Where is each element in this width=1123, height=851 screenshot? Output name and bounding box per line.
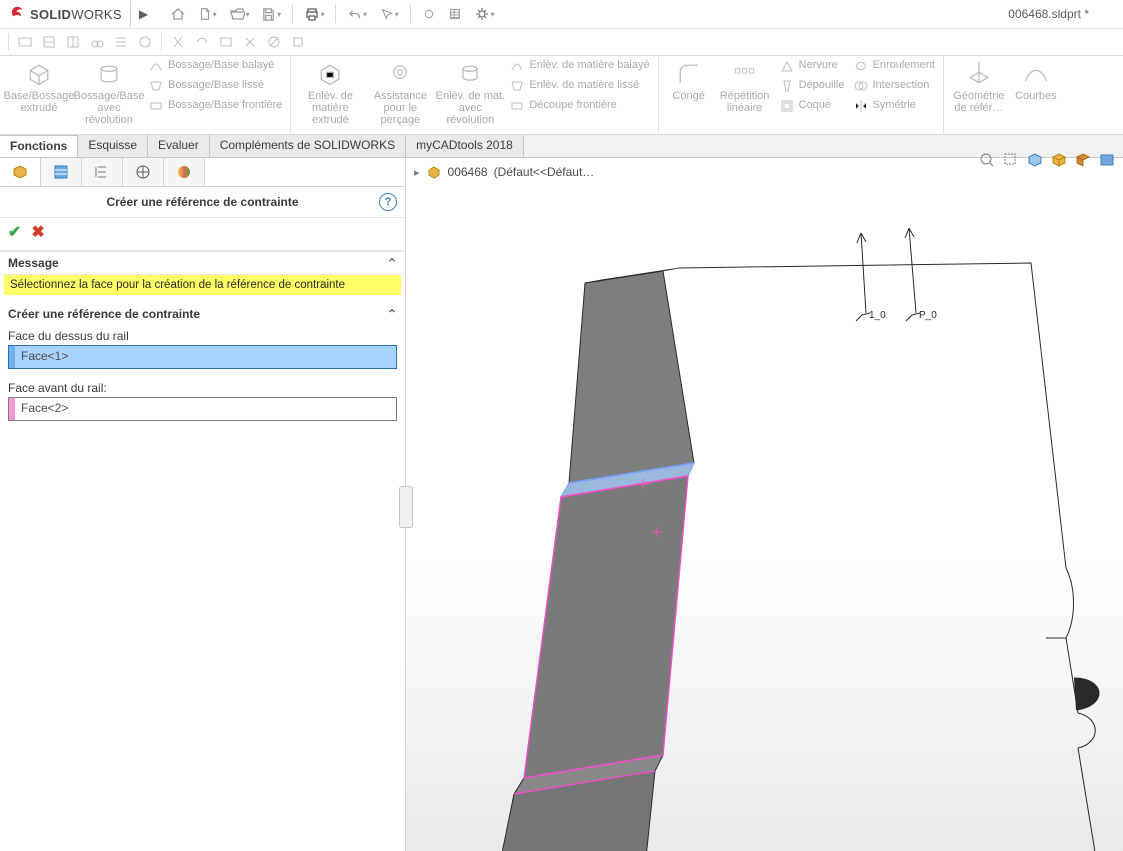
coord-label-a: 1_0 — [869, 310, 886, 321]
top-face-label: Face du dessus du rail — [0, 325, 405, 345]
section-header-create[interactable]: Créer une référence de contrainte ⌃ — [0, 303, 405, 325]
coord-label-b: P_0 — [919, 310, 937, 321]
configuration-manager-tab[interactable] — [82, 158, 123, 186]
toolbar-icon-7[interactable] — [167, 32, 189, 52]
lofted-cut-button[interactable]: Enlèv. de matière lissé — [505, 76, 653, 96]
ok-button[interactable]: ✔ — [8, 222, 21, 242]
expand-menu-button[interactable]: ▶ — [131, 7, 156, 21]
select-button[interactable]: ▾ — [374, 3, 404, 25]
chevron-up-icon: ⌃ — [387, 307, 397, 321]
toolbar-icon-2[interactable] — [38, 32, 60, 52]
properties-button[interactable] — [443, 3, 467, 25]
ribbon-group-cut: Enlèv. de matière extrudé Assistance pou… — [291, 56, 658, 134]
top-face-value: Face<1> — [15, 346, 396, 368]
toolbar-icon-5[interactable] — [110, 32, 132, 52]
toolbar-icon-12[interactable] — [287, 32, 309, 52]
cancel-button[interactable]: ✖ — [31, 222, 44, 242]
mirror-button[interactable]: Symétrie — [849, 96, 939, 116]
chevron-up-icon: ⌃ — [387, 256, 397, 270]
toolbar-icon-8[interactable] — [191, 32, 213, 52]
undo-button[interactable]: ▾ — [342, 3, 372, 25]
extruded-boss-button[interactable]: Base/Bossage extrudé — [4, 56, 74, 114]
curves-button[interactable]: Courbes — [1010, 56, 1062, 102]
tab-evaluer[interactable]: Evaluer — [148, 135, 210, 157]
tab-fonctions[interactable]: Fonctions — [0, 135, 78, 157]
lofted-boss-button[interactable]: Bossage/Base lissé — [144, 76, 286, 96]
dimxpert-manager-tab[interactable] — [123, 158, 164, 186]
document-title: 006468.sldprt * — [1008, 7, 1089, 21]
pm-title: Créer une référence de contrainte — [106, 195, 298, 209]
hole-wizard-button[interactable]: Assistance pour le perçage — [365, 56, 435, 126]
top-face-selection-box[interactable]: Face<1> — [8, 345, 397, 369]
property-manager-panel: Créer une référence de contrainte ? ✔ ✖ … — [0, 158, 406, 851]
tab-complements[interactable]: Compléments de SOLIDWORKS — [210, 135, 406, 157]
toolbar-icon-6[interactable] — [134, 32, 156, 52]
rib-button[interactable]: Nervure — [775, 56, 849, 76]
revolved-cut-button[interactable]: Enlèv. de mat. avec révolution — [435, 56, 505, 126]
toolbar-icon-3[interactable] — [62, 32, 84, 52]
tab-mycadtools[interactable]: myCADtools 2018 — [406, 135, 524, 157]
side-panel-tabs — [0, 158, 405, 187]
wrap-button[interactable]: Enroulement — [849, 56, 939, 76]
command-manager-tabs: Fonctions Esquisse Evaluer Compléments d… — [0, 135, 1123, 158]
display-manager-tab[interactable] — [164, 158, 205, 186]
swept-cut-button[interactable]: Enlèv. de matière balayé — [505, 56, 653, 76]
intersect-button[interactable]: Intersection — [849, 76, 939, 96]
revolved-boss-button[interactable]: Bossage/Base avec révolution — [74, 56, 144, 126]
quick-access-toolbar: ▾ ▾ ▾ ▾ ▾ ▾ ▾ — [166, 3, 499, 25]
toolbar-icon-9[interactable] — [215, 32, 237, 52]
graphics-viewport[interactable]: ▸ 006468 (Défaut<<Défaut… 1_0 P_0 — [406, 158, 1123, 851]
feature-manager-tab[interactable] — [0, 158, 41, 186]
help-button[interactable]: ? — [379, 193, 397, 211]
fillet-button[interactable]: Congé — [663, 56, 715, 102]
pm-title-row: Créer une référence de contrainte ? — [0, 187, 405, 218]
app-logo: SOLIDWORKS — [4, 1, 131, 27]
front-face-value: Face<2> — [15, 398, 396, 420]
toolbar-icon-1[interactable] — [14, 32, 36, 52]
options-button[interactable]: ▾ — [469, 3, 499, 25]
ribbon-group-reference: Géométrie de référ… Courbes — [944, 56, 1066, 134]
toolbar-icon-11[interactable] — [263, 32, 285, 52]
app-name: SOLIDWORKS — [30, 7, 122, 22]
linear-pattern-button[interactable]: Répétition linéaire — [715, 56, 775, 114]
front-face-label: Face avant du rail: — [0, 377, 405, 397]
property-manager-tab[interactable] — [41, 158, 82, 186]
new-doc-button[interactable]: ▾ — [192, 3, 222, 25]
boundary-cut-button[interactable]: Découpe frontière — [505, 96, 653, 116]
boundary-boss-button[interactable]: Bossage/Base frontière — [144, 96, 286, 116]
home-button[interactable] — [166, 3, 190, 25]
solidworks-logo-icon — [8, 5, 26, 23]
ribbon-group-features: Congé Répétition linéaire Nervure Dépoui… — [659, 56, 944, 134]
secondary-toolbar — [0, 29, 1123, 56]
rebuild-button[interactable] — [417, 3, 441, 25]
draft-button[interactable]: Dépouille — [775, 76, 849, 96]
titlebar: SOLIDWORKS ▶ ▾ ▾ ▾ ▾ ▾ ▾ ▾ 006468.sldprt… — [0, 0, 1123, 29]
extruded-cut-button[interactable]: Enlèv. de matière extrudé — [295, 56, 365, 126]
pm-confirm-row: ✔ ✖ — [0, 218, 405, 251]
tab-esquisse[interactable]: Esquisse — [78, 135, 148, 157]
part-3d-view: 1_0 P_0 — [406, 158, 1123, 851]
print-button[interactable]: ▾ — [299, 3, 329, 25]
open-doc-button[interactable]: ▾ — [224, 3, 254, 25]
section-header-message[interactable]: Message ⌃ — [0, 251, 405, 275]
command-ribbon: Base/Bossage extrudé Bossage/Base avec r… — [0, 56, 1123, 135]
toolbar-icon-10[interactable] — [239, 32, 261, 52]
save-button[interactable]: ▾ — [256, 3, 286, 25]
reference-geometry-button[interactable]: Géométrie de référ… — [948, 56, 1010, 114]
shell-button[interactable]: Coque — [775, 96, 849, 116]
message-box: Sélectionnez la face pour la création de… — [4, 275, 401, 295]
swept-boss-button[interactable]: Bossage/Base balayé — [144, 56, 286, 76]
toolbar-icon-4[interactable] — [86, 32, 108, 52]
ribbon-group-boss: Base/Bossage extrudé Bossage/Base avec r… — [0, 56, 291, 134]
front-face-selection-box[interactable]: Face<2> — [8, 397, 397, 421]
